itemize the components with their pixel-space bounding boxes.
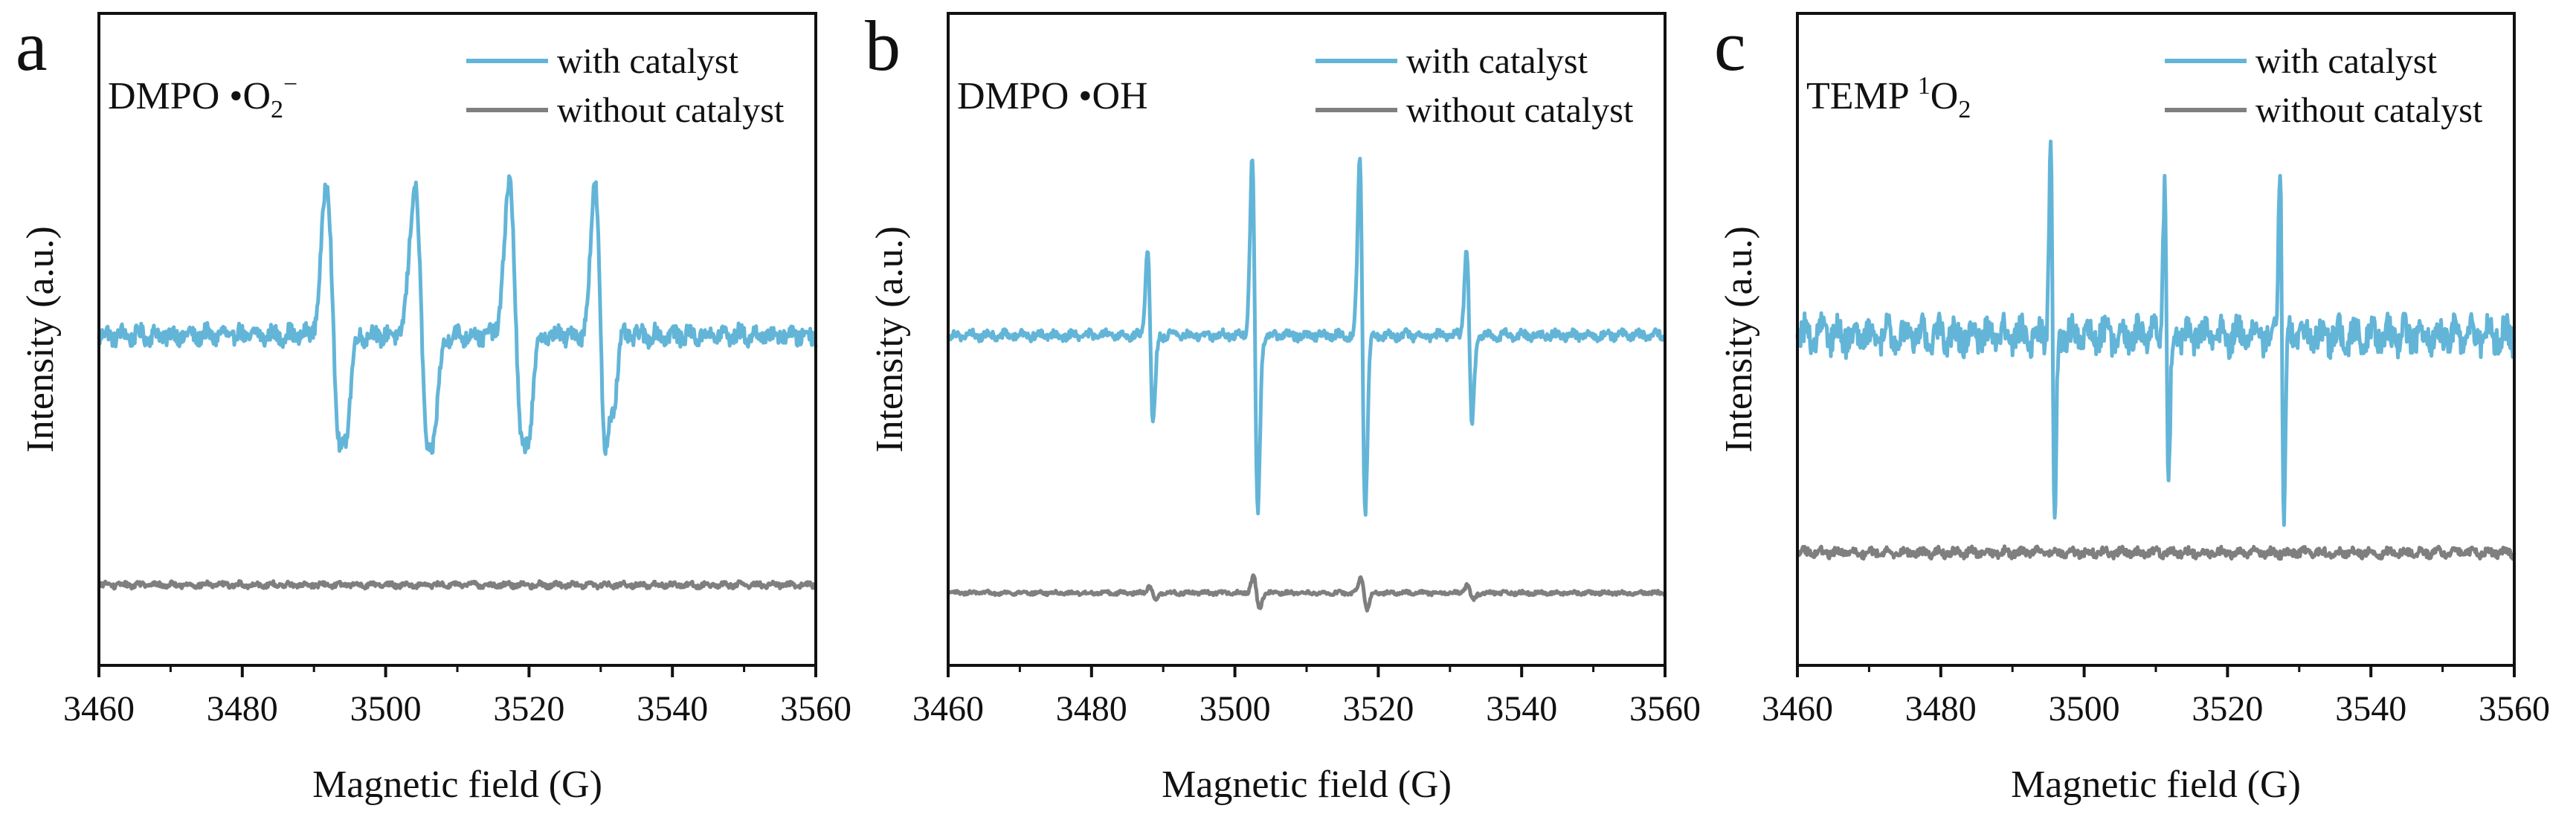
y-axis-title: Intensity (a.u.)	[1718, 226, 1760, 453]
x-tick-label: 3520	[493, 689, 564, 729]
legend-label: with catalyst	[2255, 42, 2438, 81]
probe-name: DMPO	[108, 75, 219, 117]
radical-subscript: 2	[1958, 96, 1971, 123]
panel-title: DMPO •OH	[957, 75, 1148, 117]
x-tick-label: 3560	[1629, 689, 1701, 729]
panel-b: 3460 3480 3500 3520 3540 3560 Magnetic field (…	[865, 6, 1701, 806]
panel-title: DMPO •O2−	[108, 71, 297, 123]
x-tick-label: 3480	[1056, 689, 1127, 729]
x-tick-label: 3540	[637, 689, 708, 729]
x-tick-label: 3460	[63, 689, 135, 729]
series-line-without-catalyst	[97, 579, 817, 591]
radical-pre-superscript: 1	[1918, 72, 1931, 100]
x-tick-label: 3540	[2335, 689, 2406, 729]
series-line-with-catalyst	[946, 156, 1667, 517]
x-axis-title: Magnetic field (G)	[2011, 763, 2301, 806]
radical-subscript: 2	[271, 96, 283, 123]
x-tick-label: 3480	[207, 689, 278, 729]
panel-letter: a	[16, 6, 48, 85]
legend-label: without catalyst	[1406, 91, 1634, 130]
x-tick-label: 3500	[2049, 689, 2120, 729]
radical-symbol: O	[1931, 75, 1959, 117]
x-tick-label: 3560	[2479, 689, 2550, 729]
x-tick-label: 3520	[2192, 689, 2263, 729]
x-tick-label: 3500	[350, 689, 422, 729]
legend-label: without catalyst	[2255, 91, 2483, 130]
probe-name: DMPO	[957, 75, 1069, 117]
x-axis-title: Magnetic field (G)	[312, 763, 602, 806]
panel-letter: c	[1714, 6, 1746, 85]
legend-label: with catalyst	[1406, 42, 1588, 81]
y-axis-title: Intensity (a.u.)	[19, 226, 62, 453]
legend-label: without catalyst	[557, 91, 785, 130]
legend-label: with catalyst	[557, 42, 739, 81]
panel-c: 3460 3480 3500 3520 3540 3560 Magnetic field (…	[1714, 6, 2550, 806]
radical-dot: •	[1078, 75, 1092, 117]
x-axis-title: Magnetic field (G)	[1162, 763, 1452, 806]
y-axis-title: Intensity (a.u.)	[869, 226, 911, 453]
radical-symbol: O	[242, 75, 271, 117]
x-tick-label: 3460	[1762, 689, 1833, 729]
x-tick-label: 3500	[1200, 689, 1271, 729]
x-tick-label: 3560	[780, 689, 851, 729]
panel-title: TEMP 1O2	[1806, 72, 1971, 123]
x-tick-label: 3480	[1905, 689, 1977, 729]
x-tick-label: 3540	[1486, 689, 1557, 729]
x-tick-label: 3460	[912, 689, 984, 729]
radical-symbol: OH	[1092, 75, 1147, 117]
series-line-with-catalyst	[1795, 139, 2517, 527]
panel-a: 3460 3480 3500 3520 3540 3560 Magnetic field (…	[16, 6, 851, 806]
radical-dot: •	[229, 75, 242, 117]
x-tick-label: 3520	[1342, 689, 1414, 729]
series-line-with-catalyst	[97, 174, 818, 456]
panel-letter: b	[865, 6, 901, 85]
series-line-without-catalyst	[1795, 544, 2517, 561]
radical-superscript: −	[283, 71, 297, 98]
series-line-without-catalyst	[947, 573, 1667, 613]
probe-name: TEMP	[1806, 75, 1908, 117]
